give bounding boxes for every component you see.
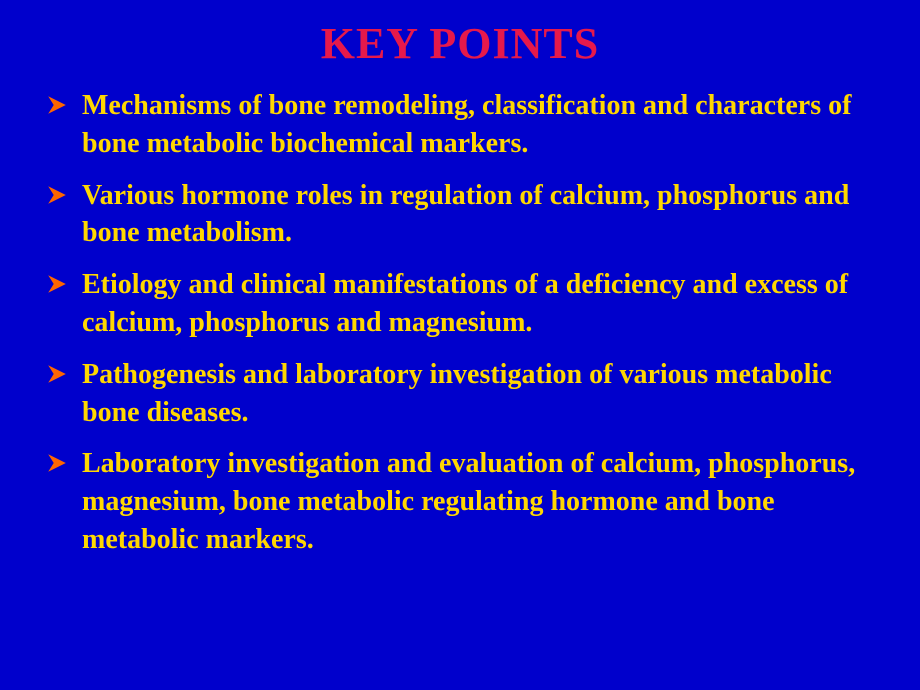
arrow-icon [46, 452, 68, 474]
bullet-text: Various hormone roles in regulation of c… [82, 177, 880, 253]
arrow-icon [46, 184, 68, 206]
bullet-text: Pathogenesis and laboratory investigatio… [82, 356, 880, 432]
bullet-item: Laboratory investigation and evaluation … [40, 445, 880, 558]
bullet-text: Etiology and clinical manifestations of … [82, 266, 880, 342]
arrow-icon [46, 363, 68, 385]
slide: KEY POINTS Mechanisms of bone remodeling… [0, 0, 920, 690]
bullet-text: Laboratory investigation and evaluation … [82, 445, 880, 558]
arrow-icon [46, 94, 68, 116]
bullet-text: Mechanisms of bone remodeling, classific… [82, 87, 880, 163]
bullet-item: Mechanisms of bone remodeling, classific… [40, 87, 880, 163]
bullet-item: Pathogenesis and laboratory investigatio… [40, 356, 880, 432]
bullet-list: Mechanisms of bone remodeling, classific… [40, 87, 880, 559]
slide-title: KEY POINTS [40, 18, 880, 69]
bullet-item: Various hormone roles in regulation of c… [40, 177, 880, 253]
bullet-item: Etiology and clinical manifestations of … [40, 266, 880, 342]
arrow-icon [46, 273, 68, 295]
